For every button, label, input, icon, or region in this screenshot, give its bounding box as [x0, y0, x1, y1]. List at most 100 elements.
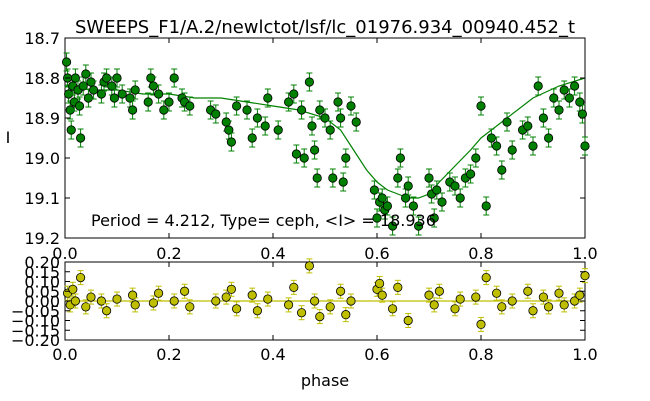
x-tick-label: 0.6	[364, 345, 389, 364]
residual-point	[81, 302, 91, 312]
residual-point	[580, 271, 590, 281]
data-point	[432, 185, 442, 195]
data-point	[465, 169, 476, 179]
data-point	[304, 77, 314, 87]
residual-point	[68, 284, 78, 294]
residual-point	[96, 296, 107, 306]
data-point	[554, 105, 564, 115]
data-point	[252, 113, 262, 123]
y-tick-label: −0.05	[11, 302, 60, 321]
y-tick-label: 0.15	[24, 263, 60, 282]
residual-point	[403, 315, 413, 326]
bottom-y-ticks: 0.200.150.100.050.00−0.05−0.10−0.15−0.20	[11, 253, 585, 350]
data-point	[338, 177, 348, 187]
residual-point	[335, 286, 346, 296]
residual-point	[575, 290, 585, 300]
data-point	[117, 89, 127, 99]
data-point	[341, 153, 351, 163]
residual-point	[554, 288, 564, 298]
data-point	[372, 213, 382, 223]
residual-point	[211, 296, 221, 306]
data-point	[351, 117, 361, 127]
x-tick-label: 0.2	[156, 244, 181, 263]
data-point	[89, 85, 99, 95]
residual-point	[387, 304, 398, 314]
x-tick-label: 0.8	[468, 244, 493, 263]
data-point	[185, 101, 195, 111]
data-point	[102, 73, 112, 83]
residual-point	[226, 284, 236, 294]
model-line	[64, 77, 586, 199]
data-point	[307, 121, 317, 131]
data-point	[247, 133, 257, 143]
data-point	[125, 93, 135, 103]
data-point	[70, 73, 81, 83]
data-point	[289, 89, 299, 99]
data-point	[403, 181, 413, 191]
data-point	[61, 57, 72, 67]
y-tick-label: 0.10	[24, 273, 60, 292]
residual-point	[341, 310, 351, 320]
data-point	[159, 105, 169, 115]
data-point	[424, 173, 434, 183]
chart-title: SWEEPS_F1/A.2/newlctot/lsf/lc_01976.934_…	[75, 17, 575, 38]
residual-point	[76, 272, 86, 283]
data-point	[382, 201, 392, 211]
data-point	[312, 173, 322, 183]
data-point	[408, 201, 418, 211]
residual-point	[424, 290, 434, 300]
residual-point	[128, 290, 138, 300]
data-point	[242, 105, 252, 115]
data-point	[81, 69, 91, 79]
data-point	[471, 153, 481, 163]
top-panel: 0.0 0.2 0.4 0.6 0.8 1.0 18.718.818.919.019.11…	[6, 29, 598, 263]
residual-point	[325, 302, 335, 312]
data-point	[549, 93, 559, 103]
data-point	[96, 89, 107, 99]
data-point	[413, 221, 424, 231]
residual-point	[429, 300, 439, 310]
x-tick-label: 0.4	[260, 244, 285, 263]
top-y-axis-label: I	[6, 128, 11, 147]
residual-point	[523, 286, 533, 296]
residual-point	[491, 288, 502, 298]
data-point	[273, 125, 283, 135]
top-points-group	[61, 52, 590, 236]
data-point	[429, 213, 439, 223]
data-point	[78, 81, 88, 91]
residual-point	[507, 296, 517, 306]
x-tick-label: 0.2	[156, 345, 181, 364]
data-point	[393, 173, 403, 183]
bottom-points-group	[62, 258, 590, 332]
data-point	[491, 141, 502, 151]
residual-point	[252, 306, 262, 316]
data-point	[154, 89, 164, 99]
residual-point	[476, 319, 486, 329]
data-point	[455, 193, 465, 203]
data-point	[66, 125, 76, 135]
residual-point	[538, 292, 549, 302]
y-tick-label: −0.10	[11, 312, 60, 331]
data-point	[328, 173, 338, 183]
data-point	[569, 81, 580, 91]
data-point	[260, 121, 270, 131]
data-point	[211, 109, 221, 119]
data-point	[400, 193, 411, 203]
residual-point	[154, 288, 164, 298]
y-tick-label: −0.15	[11, 321, 60, 340]
y-tick-label: 18.8	[24, 69, 60, 88]
data-point	[538, 113, 549, 123]
x-tick-label: 1.0	[572, 345, 597, 364]
residual-point	[289, 282, 299, 292]
data-point	[437, 197, 447, 207]
residual-point	[471, 292, 481, 302]
residual-point	[497, 302, 507, 312]
residual-point	[148, 298, 158, 308]
residual-point	[434, 286, 444, 296]
data-point	[169, 73, 179, 83]
data-point	[291, 149, 301, 159]
data-point	[523, 121, 533, 131]
y-tick-label: 18.9	[24, 109, 60, 128]
residual-point	[481, 272, 491, 283]
data-point	[109, 93, 120, 103]
